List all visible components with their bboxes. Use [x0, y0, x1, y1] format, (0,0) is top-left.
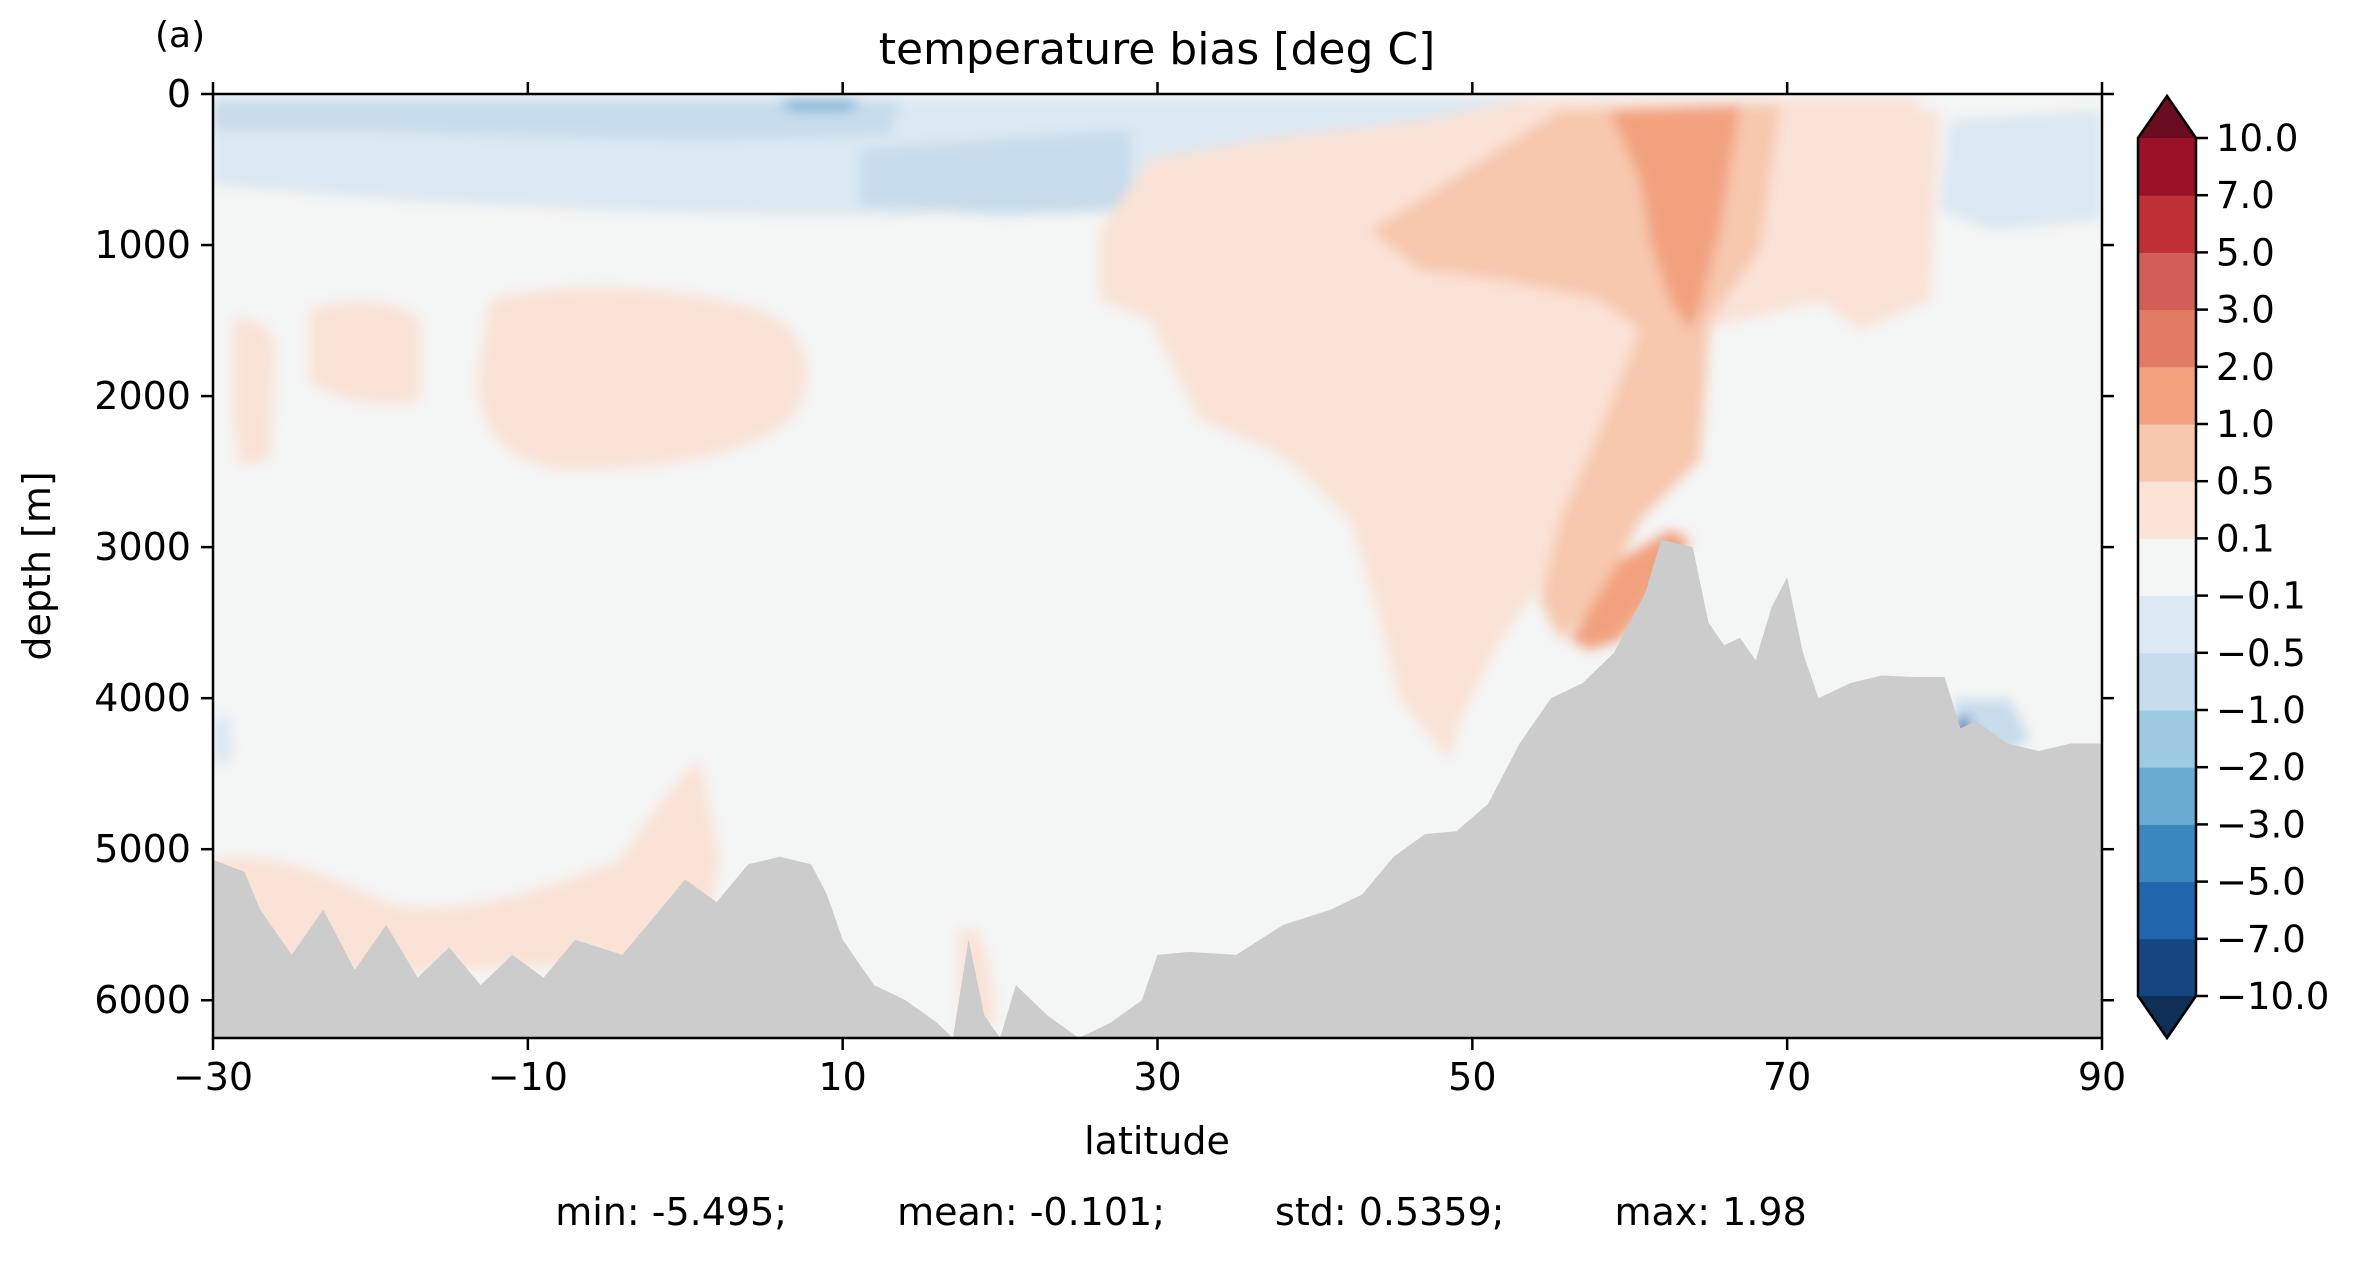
stat-std: std: 0.5359;	[1275, 1190, 1505, 1234]
colorbar-segment	[2138, 652, 2196, 711]
colorbar-tick-label: 10.0	[2216, 117, 2298, 160]
stat-min: min: -5.495;	[555, 1190, 788, 1234]
bias-region-arctic-warm	[1820, 110, 1940, 330]
x-tick-label: 50	[1448, 1055, 1496, 1099]
bias-region-subsurface-cool	[860, 130, 1130, 215]
colorbar-tick-label: −5.0	[2216, 861, 2306, 904]
stat-max: max: 1.98	[1614, 1190, 1807, 1234]
colorbar-segment	[2138, 710, 2196, 768]
y-tick-label: 4000	[94, 676, 191, 720]
colorbar-tick-label: −7.0	[2216, 918, 2306, 961]
bias-region-arctic-cool	[1940, 110, 2102, 230]
colorbar-extend-max	[2138, 96, 2196, 138]
colorbar-segment	[2138, 938, 2196, 997]
y-tick-label: 0	[167, 72, 191, 116]
bias-region-abyssal-warm	[213, 760, 720, 980]
colorbar-tick-label: 2.0	[2216, 346, 2275, 389]
temperature-bias-chart: −30 −10 10 30 50 70 90 0 1000 2000 3000 4000 5000 60…	[15, 15, 2329, 1163]
x-axis-label: latitude	[1084, 1119, 1230, 1163]
colorbar-segment	[2138, 881, 2196, 940]
colorbar-segment	[2138, 195, 2196, 253]
bias-region-west-cool	[213, 715, 232, 765]
x-tick-label: 70	[1763, 1055, 1811, 1099]
bias-region-north-warm-strong	[1610, 105, 1740, 330]
colorbar-segment	[2138, 309, 2196, 368]
y-tick-label: 1000	[94, 223, 191, 267]
colorbar-tick-label: 0.5	[2216, 460, 2275, 503]
chart-title: temperature bias [deg C]	[879, 24, 1436, 75]
colorbar-segment	[2138, 538, 2196, 597]
y-tick-label: 5000	[94, 827, 191, 871]
y-axis-label: depth [m]	[15, 471, 59, 660]
y-tick-label: 6000	[94, 978, 191, 1022]
seafloor-bathymetry	[213, 539, 2102, 1038]
colorbar-segment	[2138, 138, 2196, 196]
bias-region-surface-cool-strong	[213, 100, 900, 140]
bias-region-south-warm-2	[310, 301, 420, 404]
colorbar: −10.0 −7.0 −5.0 −3.0 −2.0 −1.0 −0.5 −0.1 0.1 0.5 1…	[2136, 93, 2329, 1041]
bias-region-south-warm-3	[233, 319, 275, 465]
y-tick-label: 3000	[94, 525, 191, 569]
y-axis-ticks: 0 1000 2000 3000 4000 5000 6000	[94, 72, 2114, 1022]
colorbar-tick-label: −0.5	[2216, 632, 2306, 675]
colorbar-tick-label: 5.0	[2216, 231, 2275, 274]
colorbar-tick-label: −0.1	[2216, 575, 2306, 618]
y-tick-label: 2000	[94, 374, 191, 418]
statistics-row: min: -5.495; mean: -0.101; std: 0.5359; …	[0, 1182, 2362, 1242]
colorbar-tick-label: −2.0	[2216, 746, 2306, 789]
colorbar-segment	[2138, 824, 2196, 883]
bias-region-surface-cool-dark	[780, 100, 860, 110]
stat-mean: mean: -0.101;	[897, 1190, 1166, 1234]
colorbar-tick-label: 1.0	[2216, 403, 2275, 446]
bias-field	[213, 98, 2102, 1038]
x-tick-label: 30	[1133, 1055, 1181, 1099]
x-tick-label: 90	[2078, 1055, 2126, 1099]
colorbar-segment	[2138, 595, 2196, 654]
x-tick-label: −30	[173, 1055, 253, 1099]
x-tick-label: 10	[818, 1055, 866, 1099]
colorbar-extend-min	[2138, 996, 2196, 1038]
colorbar-segment	[2138, 767, 2196, 825]
colorbar-tick-label: −10.0	[2216, 975, 2329, 1018]
colorbar-tick-label: 3.0	[2216, 289, 2275, 332]
colorbar-tick-label: 0.1	[2216, 517, 2275, 560]
bias-region-south-warm	[478, 287, 807, 470]
colorbar-tick-label: 7.0	[2216, 174, 2275, 217]
colorbar-tick-label: −1.0	[2216, 689, 2306, 732]
x-axis-ticks: −30 −10 10 30 50 70 90	[173, 82, 2126, 1099]
colorbar-segment	[2138, 424, 2196, 482]
panel-label: (a)	[155, 15, 205, 56]
x-tick-label: −10	[488, 1055, 568, 1099]
colorbar-segment	[2138, 366, 2196, 425]
colorbar-tick-label: −3.0	[2216, 803, 2306, 846]
colorbar-segment	[2138, 252, 2196, 311]
colorbar-segment	[2138, 481, 2196, 539]
